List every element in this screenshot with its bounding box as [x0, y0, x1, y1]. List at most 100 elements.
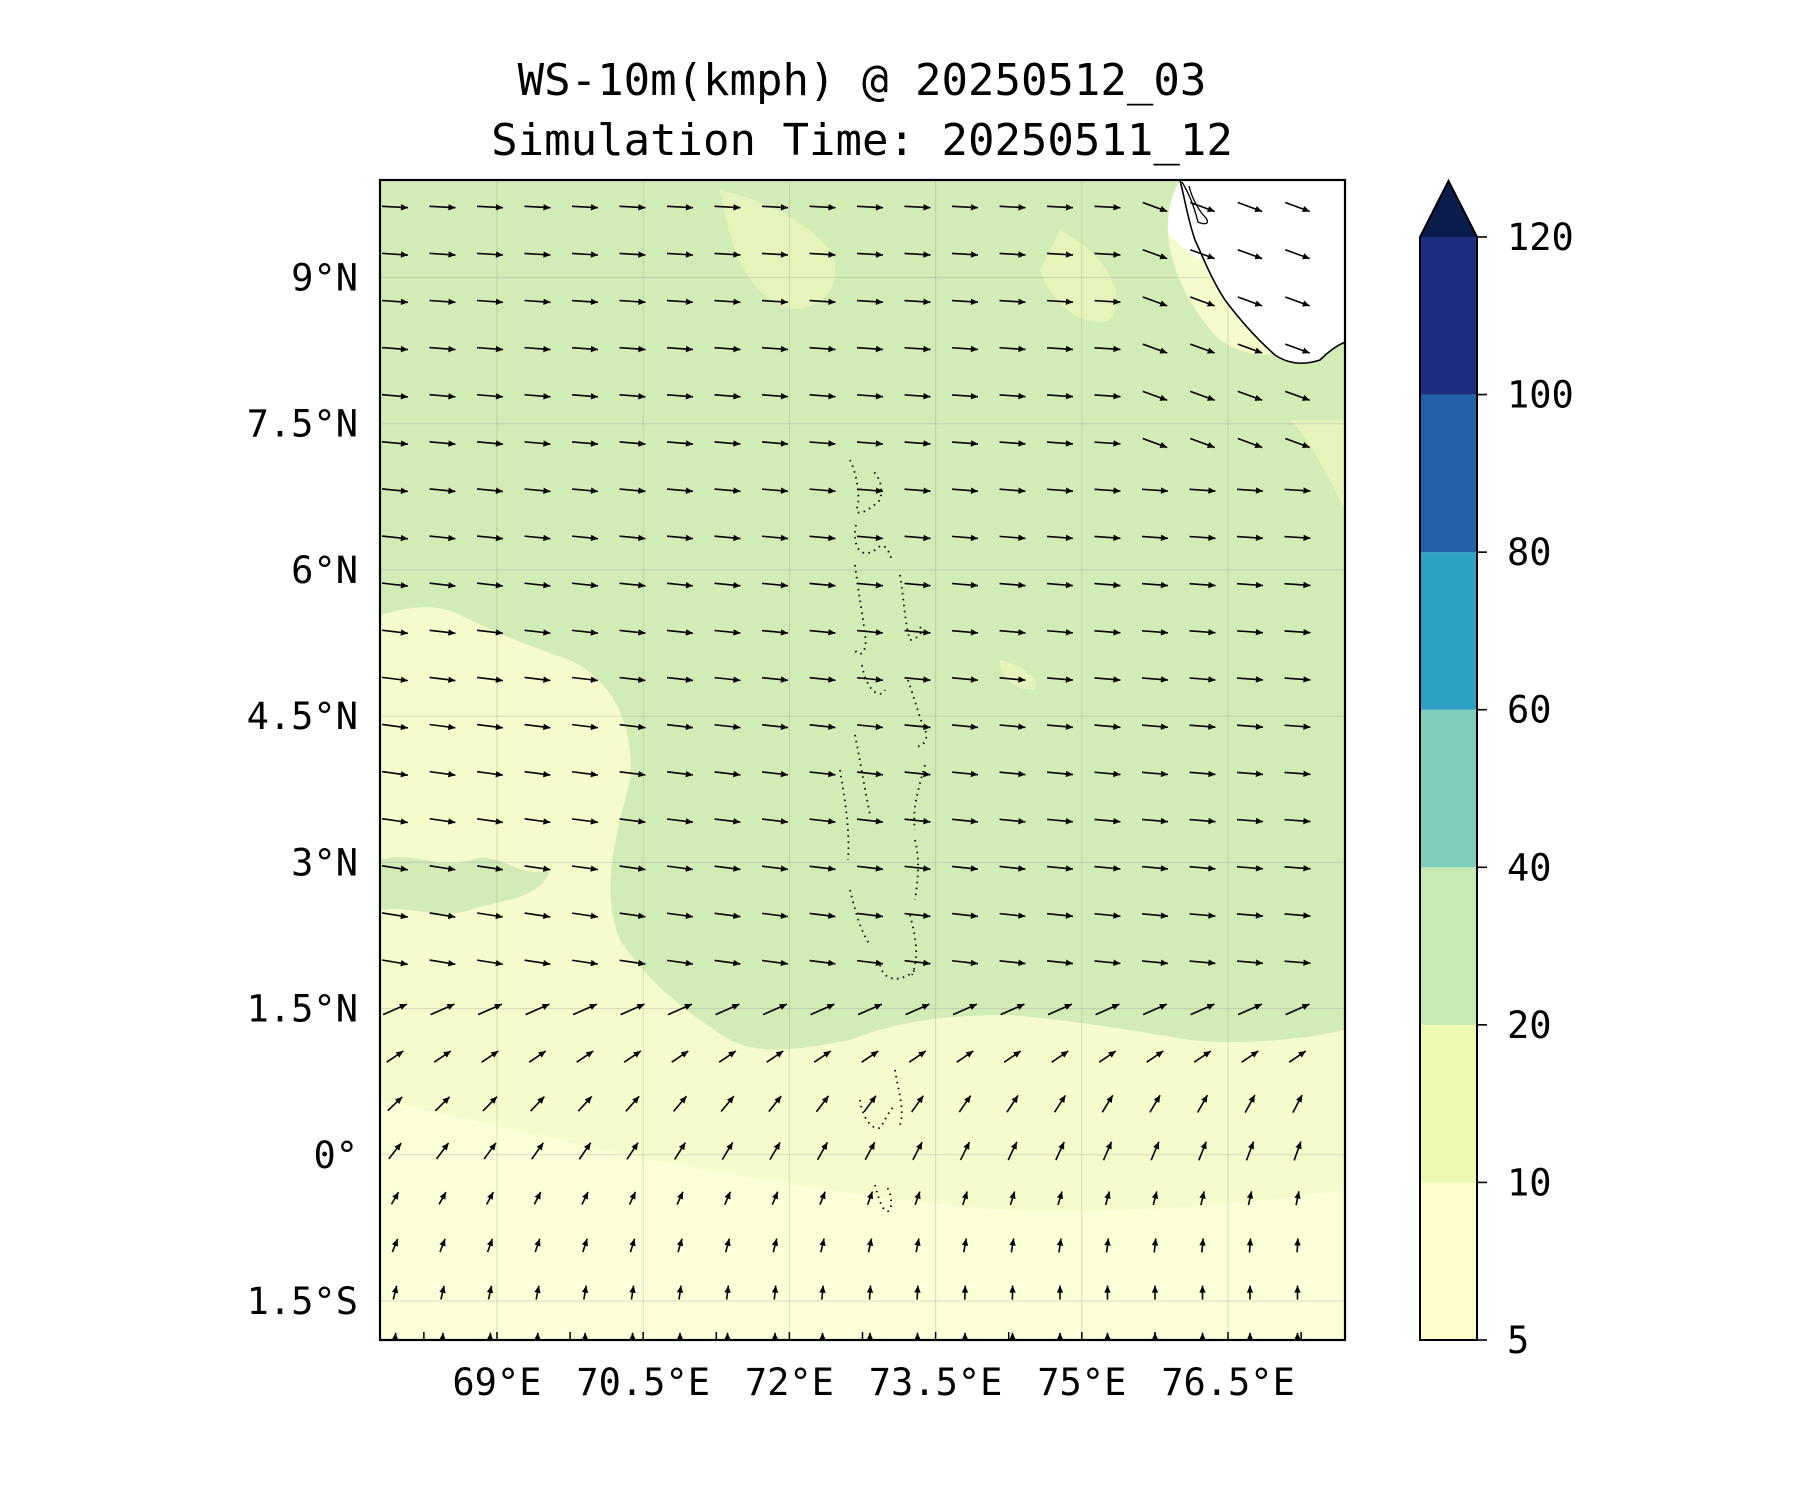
wind-arrow [914, 1238, 921, 1253]
colorbar-tick-label: 80 [1507, 531, 1552, 574]
wind-arrow [388, 1142, 402, 1160]
wind-arrow [1141, 817, 1169, 825]
wind-arrow [951, 204, 979, 211]
atoll-outline [907, 679, 928, 748]
wind-arrow [714, 912, 741, 919]
wind-arrow [439, 1238, 446, 1253]
wind-arrow [1284, 534, 1311, 541]
wind-arrow [856, 770, 884, 778]
wind-arrow [1285, 296, 1310, 307]
wind-arrow [381, 629, 409, 636]
wind-arrow [666, 534, 694, 542]
wind-arrow [429, 582, 456, 589]
wind-arrow [524, 629, 551, 636]
wind-arrow [571, 204, 599, 211]
wind-arrow [856, 487, 884, 494]
wind-arrow [667, 1003, 693, 1016]
wind-arrow [956, 1050, 974, 1063]
colorbar-segment [1420, 1024, 1477, 1183]
wind-arrow [386, 1050, 404, 1063]
wind-arrow [667, 818, 693, 825]
wind-arrow [1142, 1003, 1168, 1016]
lon-tick-label: 76.5°E [1161, 1361, 1295, 1404]
band-5-10 [1000, 660, 1036, 690]
colorbar-tick-label: 120 [1507, 216, 1574, 259]
wind-arrow [571, 345, 599, 353]
wind-arrow [714, 487, 741, 494]
wind-arrow [904, 865, 931, 872]
wind-arrow [381, 487, 409, 494]
wind-arrow [1189, 723, 1216, 730]
wind-arrow [534, 1238, 541, 1253]
colorbar-segment [1420, 237, 1477, 395]
wind-arrow [619, 393, 646, 400]
wind-arrow [1094, 534, 1121, 542]
wind-arrow [904, 204, 931, 211]
wind-arrow [1055, 1141, 1065, 1161]
wind-arrow [761, 487, 789, 494]
wind-arrow [1053, 1094, 1067, 1113]
wind-arrow [813, 1050, 832, 1063]
wind-arrow [524, 723, 551, 731]
wind-arrow [676, 1238, 684, 1253]
wind-arrow [1003, 1050, 1022, 1063]
wind-arrow [951, 912, 979, 919]
wind-arrow [666, 676, 694, 683]
wind-arrow [768, 1095, 782, 1113]
wind-arrow [382, 817, 408, 825]
colorbar-frame [1419, 178, 1478, 1341]
wind-arrow [628, 1191, 637, 1205]
wind-arrow [714, 865, 741, 872]
wind-arrow [904, 818, 931, 825]
wind-arrow [1236, 959, 1264, 966]
wind-arrow [429, 770, 456, 778]
wind-arrow [1094, 723, 1121, 730]
wind-arrow [581, 1238, 589, 1253]
wind-arrow [524, 440, 551, 447]
wind-arrow [999, 345, 1026, 353]
wind-arrow [761, 865, 789, 872]
wind-arrow [483, 1142, 497, 1160]
wind-arrow [1142, 437, 1168, 449]
wind-arrow [816, 1141, 829, 1161]
wind-arrow [866, 1191, 874, 1206]
wind-arrow [714, 251, 741, 258]
wind-arrow [429, 723, 456, 731]
wind-arrow [809, 204, 836, 211]
wind-arrow [856, 251, 884, 258]
wind-arrow [714, 534, 741, 542]
wind-arrow [951, 770, 979, 778]
wind-arrow [381, 204, 409, 211]
band-5-10 [1040, 230, 1117, 322]
wind-arrow [429, 959, 456, 967]
wind-arrow [1236, 629, 1264, 636]
colorbar-tick-label: 60 [1507, 689, 1552, 732]
wind-arrow [666, 770, 694, 778]
wind-arrow [429, 912, 456, 920]
wind-arrow [1284, 487, 1311, 494]
wind-arrow [1294, 1191, 1301, 1206]
wind-arrow [856, 345, 884, 353]
wind-arrow [771, 1285, 779, 1300]
wind-arrow [524, 959, 551, 967]
wind-arrow [671, 1050, 689, 1063]
wind-arrow [951, 723, 979, 730]
wind-arrow [1196, 1094, 1209, 1113]
wind-arrow [666, 582, 694, 589]
wind-arrow [856, 723, 884, 730]
wind-arrow [951, 629, 979, 636]
wind-arrow [819, 1191, 826, 1206]
wind-arrow [676, 1285, 684, 1300]
wind-arrow [999, 581, 1026, 589]
wind-arrow [1046, 534, 1074, 542]
wind-arrow [999, 723, 1026, 730]
colorbar-extend-arrow [1420, 181, 1477, 237]
wind-arrow [714, 345, 741, 353]
wind-arrow [999, 487, 1026, 494]
wind-arrow [1284, 865, 1311, 872]
wind-arrow [1149, 1094, 1161, 1113]
wind-arrow [619, 865, 646, 872]
wind-arrow [1046, 959, 1074, 967]
wind-arrow [951, 487, 979, 494]
